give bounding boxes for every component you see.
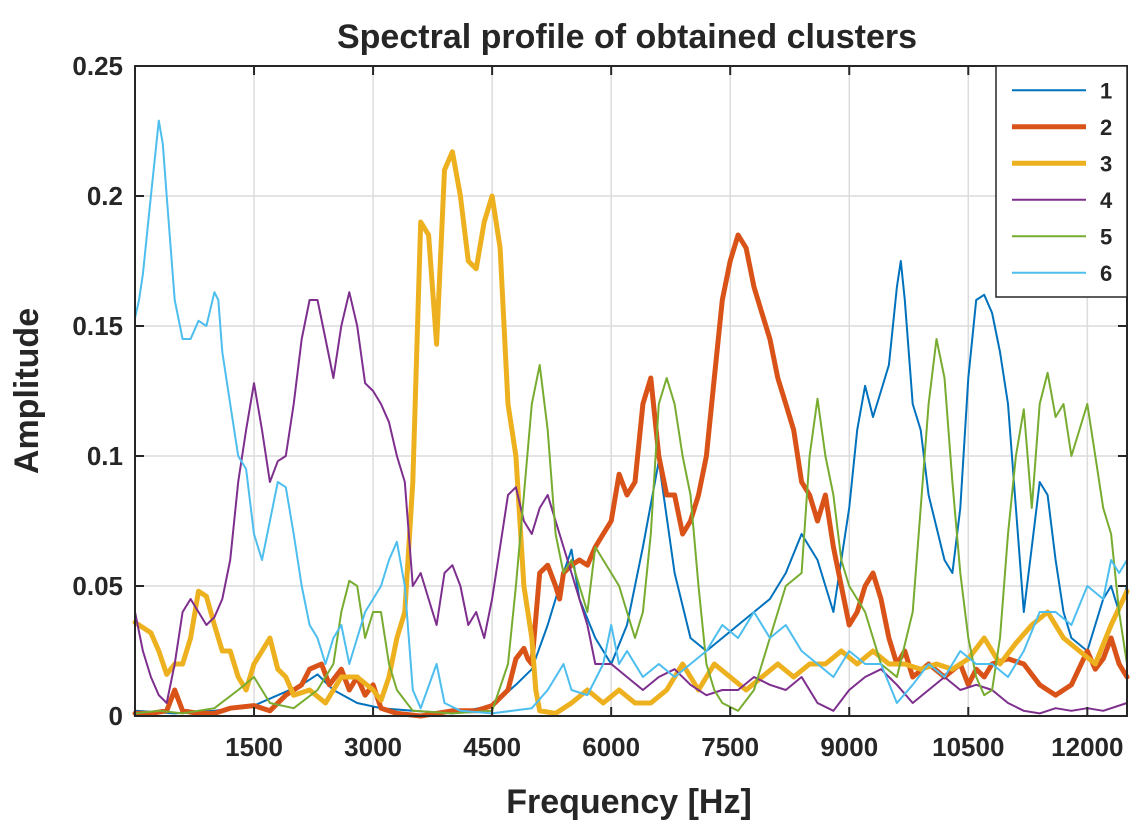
legend-item-3: 3 (1012, 151, 1112, 176)
legend-item-5: 5 (1012, 224, 1112, 249)
legend-label: 5 (1100, 224, 1112, 249)
x-tick-label: 10500 (932, 732, 1004, 762)
legend-label: 4 (1100, 188, 1113, 213)
y-axis-label: Amplitude (8, 308, 46, 474)
x-tick-label: 3000 (344, 732, 402, 762)
legend: 1 2 3 4 5 6 (995, 65, 1128, 298)
y-tick-label: 0.15 (72, 311, 123, 341)
y-tick-label: 0.25 (72, 51, 123, 81)
y-tick-label: 0.05 (72, 571, 123, 601)
plot-area-border (134, 65, 1128, 717)
legend-label: 2 (1100, 115, 1112, 140)
series-line-6 (134, 119, 1128, 715)
x-tick-label: 1500 (225, 732, 283, 762)
x-tick-label: 7500 (701, 732, 759, 762)
legend-label: 3 (1100, 151, 1112, 176)
series-layer (132, 119, 1130, 719)
x-tick-label: 6000 (582, 732, 640, 762)
x-tick-label: 4500 (463, 732, 521, 762)
legend-item-2: 2 (1012, 115, 1112, 140)
legend-box (995, 65, 1128, 298)
chart-title: Spectral profile of obtained clusters (337, 18, 917, 56)
y-tick-label: 0 (109, 701, 123, 731)
legend-item-4: 4 (1012, 188, 1113, 213)
y-tick-label: 0.2 (87, 181, 123, 211)
legend-label: 6 (1100, 261, 1112, 286)
legend-item-1: 1 (1012, 78, 1112, 103)
grid-layer (135, 66, 1127, 716)
x-tick-label: 12000 (1051, 732, 1123, 762)
series-line-5 (134, 338, 1128, 715)
y-tick-label: 0.1 (87, 441, 123, 471)
legend-item-6: 6 (1012, 261, 1112, 286)
legend-items: 1 2 3 4 5 6 (1012, 78, 1113, 286)
x-axis-label: Frequency [Hz] (506, 783, 752, 821)
legend-label: 1 (1100, 78, 1112, 103)
series-line-3 (132, 149, 1130, 716)
tick-layer: 1500 3000 4500 6000 7500 9000 10500 12000 0 0.05 0… (72, 51, 1127, 762)
series-line-4 (134, 291, 1128, 715)
x-tick-label: 9000 (820, 732, 878, 762)
